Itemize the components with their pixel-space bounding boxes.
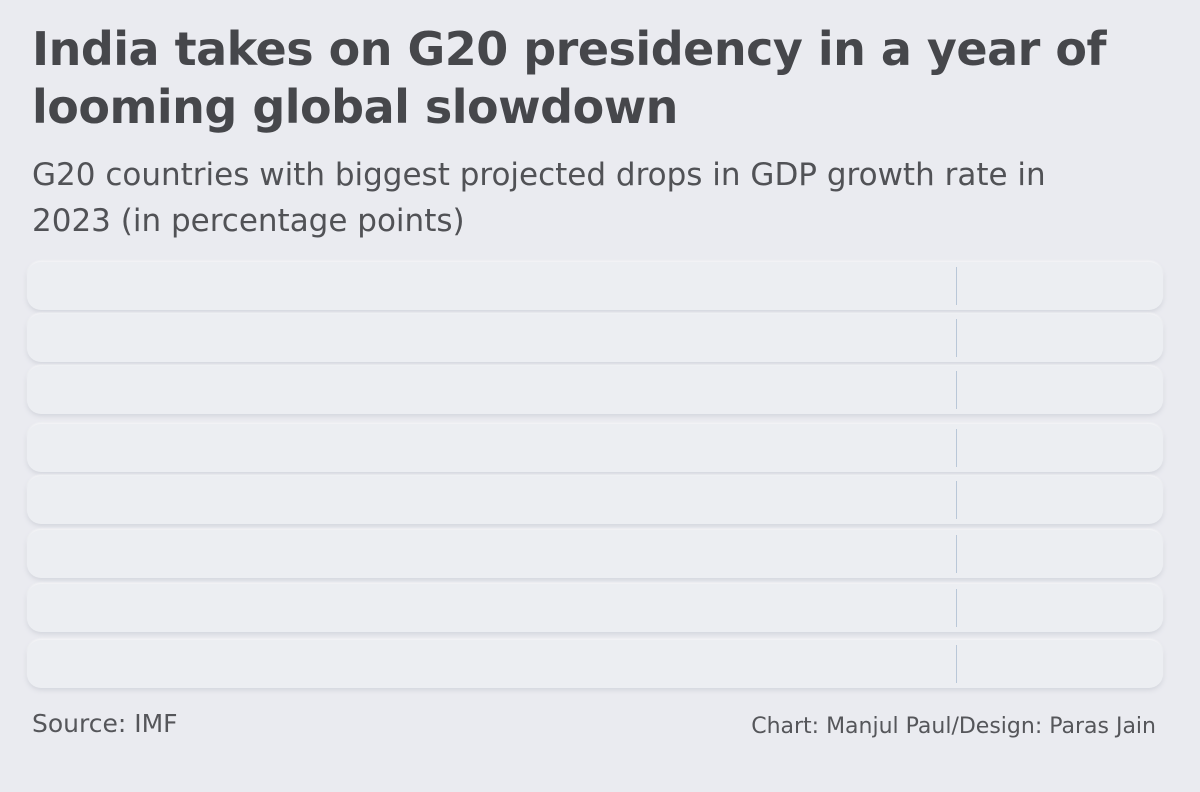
chart-row (27, 424, 1163, 472)
zero-line (956, 535, 957, 573)
chart-row (27, 530, 1163, 578)
zero-line (956, 589, 957, 627)
chart-row (27, 262, 1163, 310)
bar-chart (27, 262, 1163, 692)
zero-line (956, 429, 957, 467)
zero-line (956, 319, 957, 357)
chart-credit: Chart: Manjul Paul/Design: Paras Jain (751, 714, 1156, 739)
zero-line (956, 267, 957, 305)
chart-row (27, 366, 1163, 414)
zero-line (956, 371, 957, 409)
chart-row (27, 476, 1163, 524)
chart-title: India takes on G20 presidency in a year … (32, 22, 1106, 134)
source-note: Source: IMF (32, 709, 178, 738)
chart-row (27, 584, 1163, 632)
chart-row (27, 314, 1163, 362)
zero-line (956, 645, 957, 683)
zero-line (956, 481, 957, 519)
chart-subtitle: G20 countries with biggest projected dro… (32, 157, 1046, 239)
chart-row (27, 640, 1163, 688)
